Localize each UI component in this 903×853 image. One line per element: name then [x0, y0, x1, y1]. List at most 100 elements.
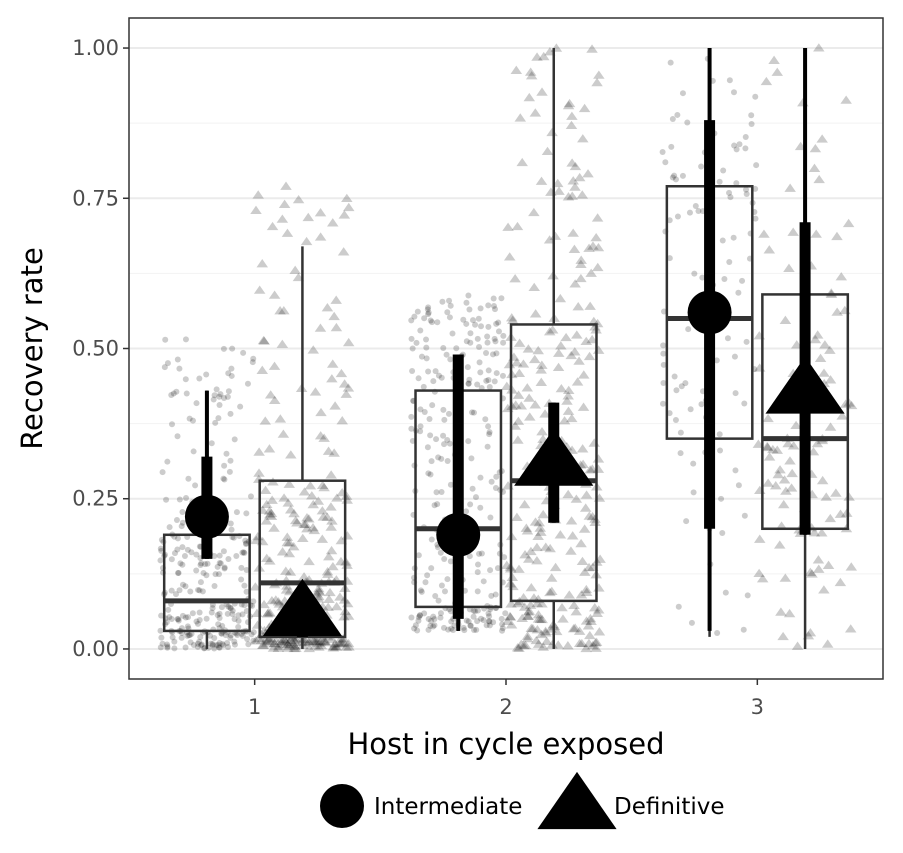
jitter-point [281, 532, 294, 541]
jitter-point [425, 626, 432, 633]
jitter-point [225, 370, 232, 377]
jitter-point [216, 552, 223, 559]
jitter-point [216, 393, 223, 400]
jitter-point [474, 588, 481, 595]
jitter-point [239, 632, 246, 639]
jitter-point [522, 344, 535, 353]
jitter-point [256, 640, 269, 649]
jitter-point [492, 591, 499, 598]
jitter-point [465, 438, 472, 445]
jitter-point [578, 103, 591, 113]
jitter-point [277, 429, 290, 438]
jitter-point [186, 415, 193, 422]
jitter-point [585, 616, 597, 625]
jitter-point [312, 496, 325, 505]
jitter-point [469, 485, 476, 492]
jitter-point [251, 620, 264, 629]
jitter-point [215, 415, 222, 422]
jitter-point [210, 396, 217, 403]
jitter-point [263, 506, 276, 515]
jitter-point [449, 330, 456, 337]
jitter-point [495, 328, 502, 335]
jitter-point [677, 450, 684, 457]
jitter-point [566, 111, 578, 120]
jitter-point [478, 615, 485, 622]
jitter-point [474, 607, 481, 614]
jitter-point [218, 630, 225, 637]
jitter-point [541, 636, 553, 645]
jitter-point [477, 474, 484, 481]
jitter-point [718, 495, 725, 502]
jitter-point [531, 556, 543, 565]
jitter-point [422, 579, 429, 586]
jitter-point [174, 535, 181, 542]
jitter-point [323, 594, 335, 603]
jitter-point [568, 244, 581, 253]
jitter-point [428, 458, 435, 465]
jitter-point [818, 368, 830, 377]
jitter-point [582, 621, 595, 630]
jitter-point [761, 442, 774, 452]
jitter-point [424, 572, 431, 579]
jitter-point [502, 610, 509, 617]
jitter-point [418, 353, 425, 360]
jitter-point [417, 587, 424, 594]
jitter-point [259, 485, 272, 494]
jitter-point [243, 540, 250, 547]
jitter-point [255, 635, 268, 644]
jitter-point [512, 416, 525, 425]
jitter-point [524, 600, 537, 609]
jitter-point [583, 243, 595, 252]
jitter-point [771, 445, 784, 454]
jitter-point [227, 632, 234, 639]
jitter-point [315, 407, 327, 417]
jitter-point [688, 619, 695, 626]
jitter-point [417, 428, 424, 435]
jitter-point [529, 309, 542, 318]
jitter-point [175, 570, 182, 577]
jitter-point [486, 618, 493, 625]
jitter-point [477, 305, 484, 312]
jitter-point [253, 468, 265, 477]
jitter-point [340, 491, 353, 500]
jitter-point [328, 311, 340, 321]
jitter-point [280, 181, 292, 190]
jitter-point [289, 515, 302, 525]
jitter-point [184, 632, 191, 639]
jitter-point [719, 237, 726, 244]
jitter-point [483, 377, 490, 384]
jitter-point [438, 488, 445, 495]
jitter-point [842, 218, 855, 228]
jitter-point [529, 517, 542, 526]
jitter-point [487, 567, 494, 574]
x-tick-label: 3 [751, 695, 764, 719]
jitter-point [335, 368, 348, 378]
jitter-point [215, 571, 222, 578]
jitter-point [336, 638, 348, 647]
jitter-point [583, 351, 596, 361]
jitter-point [478, 550, 485, 557]
jitter-point [536, 360, 548, 369]
jitter-point [562, 100, 575, 110]
jitter-point [164, 641, 171, 648]
jitter-point [585, 268, 597, 277]
jitter-point [469, 409, 476, 416]
jitter-point [178, 634, 185, 641]
jitter-point [431, 616, 438, 623]
jitter-point [486, 431, 493, 438]
jitter-point [197, 579, 204, 586]
jitter-point [821, 639, 834, 648]
jitter-point [514, 113, 527, 122]
jitter-point [475, 315, 482, 322]
jitter-point [521, 383, 534, 392]
jitter-point [224, 644, 231, 651]
jitter-point [716, 431, 723, 438]
jitter-point [238, 564, 245, 571]
jitter-point [569, 182, 581, 191]
grid-lines [129, 47, 883, 650]
jitter-point [174, 616, 181, 623]
jitter-point [460, 624, 467, 631]
jitter-point [511, 643, 524, 652]
jitter-point [531, 52, 543, 61]
jitter-point [214, 563, 221, 570]
